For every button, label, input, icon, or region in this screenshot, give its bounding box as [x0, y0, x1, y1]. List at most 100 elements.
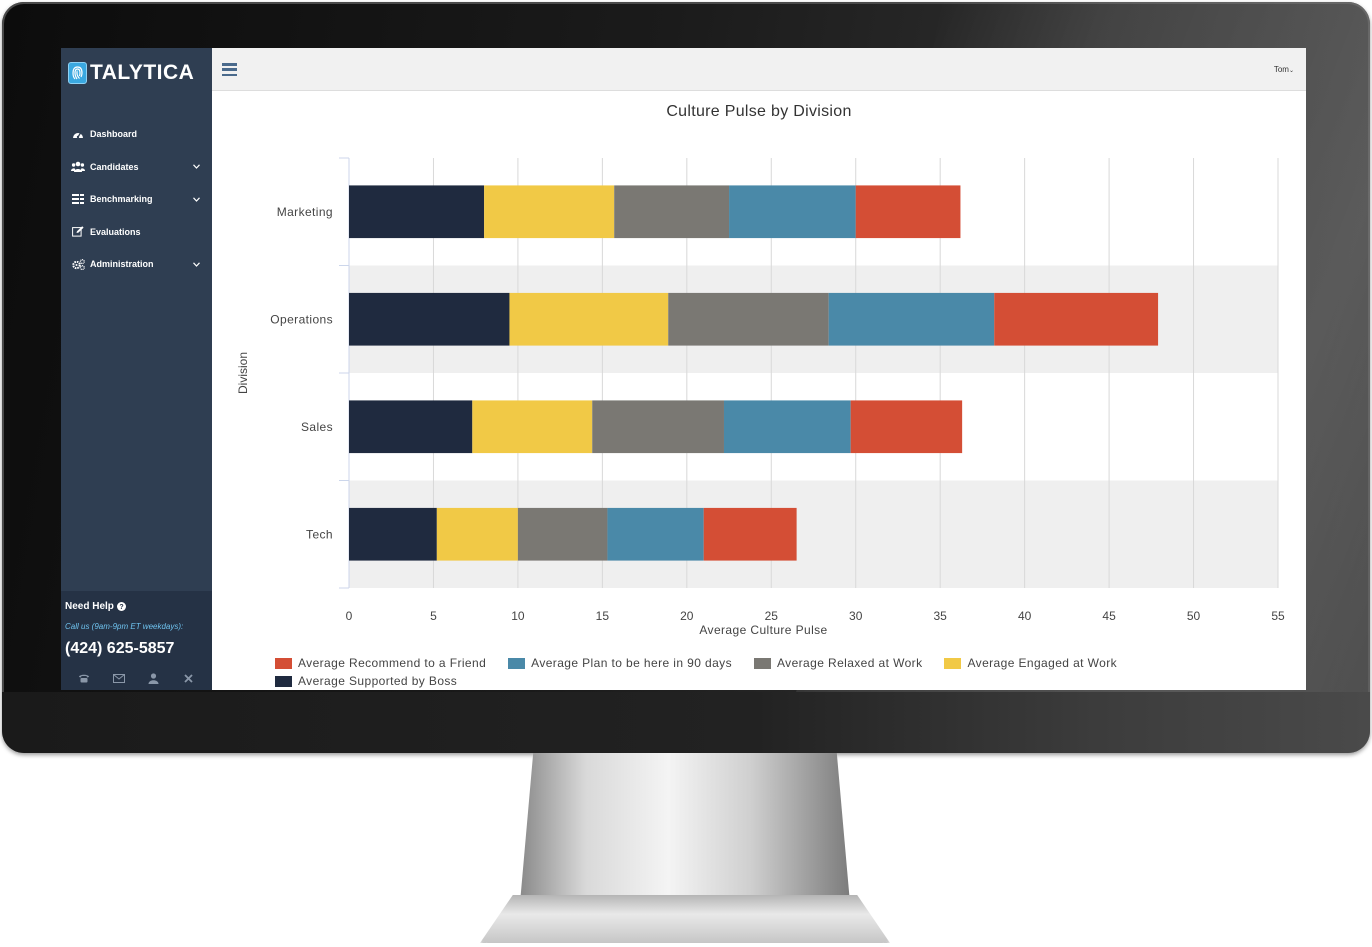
sidebar-nav: Dashboard Candidates Benchmarking: [61, 118, 212, 281]
monitor-stand-neck: [520, 753, 850, 903]
legend-row: Average Supported by Boss: [275, 672, 1295, 690]
help-hours: Call us (9am-9pm ET weekdays):: [65, 622, 184, 631]
help-contact-icons: [61, 671, 212, 685]
bar-segment: [614, 185, 730, 239]
question-circle-icon: ?: [116, 602, 126, 611]
chevron-down-icon: [192, 163, 200, 171]
bar-segment: [349, 292, 510, 346]
legend-item[interactable]: Average Relaxed at Work: [753, 656, 923, 670]
chevron-down-icon: ⌄: [1288, 68, 1294, 74]
legend-row: Average Recommend to a Friend Average Pla…: [275, 654, 1295, 672]
user-name: Tom: [1273, 65, 1289, 74]
x-tick-label: 40: [1018, 609, 1032, 623]
x-tick-label: 20: [680, 609, 694, 623]
help-title: Need Help ?: [65, 601, 126, 612]
brand-logo[interactable]: TALYTICA: [68, 60, 194, 86]
help-title-label: Need Help: [65, 601, 114, 612]
bar-segment: [855, 185, 961, 239]
hamburger-menu-icon[interactable]: [222, 63, 237, 76]
legend-item[interactable]: Average Plan to be here in 90 days: [508, 656, 732, 670]
bar-segment: [592, 400, 724, 454]
x-tick-label: 55: [1271, 609, 1285, 623]
x-tick-label: 15: [596, 609, 610, 623]
bar-segment: [517, 507, 608, 561]
fingerprint-icon: [68, 62, 87, 84]
sidebar-item-benchmarking[interactable]: Benchmarking: [61, 183, 212, 216]
chevron-down-icon: [192, 195, 200, 203]
bar-segment: [994, 292, 1159, 346]
sidebar-item-evaluations[interactable]: Evaluations: [61, 216, 212, 249]
x-tick-label: 0: [346, 609, 353, 623]
bar-segment: [723, 400, 851, 454]
legend-swatch: [753, 657, 771, 669]
close-icon[interactable]: [182, 671, 196, 685]
sidebar-item-administration[interactable]: Administration: [61, 248, 212, 281]
user-menu[interactable]: Tom⌄: [1274, 65, 1294, 74]
top-bar: Tom⌄: [212, 48, 1306, 91]
x-tick-label: 5: [430, 609, 437, 623]
svg-text:?: ?: [119, 604, 123, 611]
sidebar: TALYTICA Dashboard Candidates: [61, 48, 212, 690]
bezel-chin: [2, 692, 1370, 753]
x-tick-label: 30: [849, 609, 863, 623]
x-tick-label: 10: [511, 609, 525, 623]
bar-segment: [668, 292, 829, 346]
user-icon[interactable]: [147, 671, 161, 685]
help-box: Need Help ? Call us (9am-9pm ET weekdays…: [61, 591, 212, 690]
legend-swatch: [275, 657, 292, 669]
phone-icon[interactable]: [77, 671, 91, 685]
culture-pulse-chart: Marketing Operations Sales Tech 0 5 10 15 20 25 30…: [236, 157, 1285, 637]
sidebar-item-candidates[interactable]: Candidates: [61, 151, 212, 184]
sidebar-item-label: Candidates: [90, 161, 139, 172]
dashboard-icon: [71, 128, 85, 140]
y-tick-label: Sales: [301, 420, 333, 434]
bar-segment: [607, 507, 704, 561]
sidebar-item-label: Benchmarking: [90, 194, 153, 205]
y-tick-label: Tech: [306, 527, 333, 541]
mail-icon[interactable]: [112, 671, 126, 685]
sidebar-item-label: Evaluations: [90, 226, 141, 237]
x-tick-label: 35: [934, 609, 948, 623]
chevron-down-icon: [192, 260, 200, 268]
legend-swatch: [508, 657, 526, 669]
x-tick-label: 45: [1102, 609, 1116, 623]
screen: TALYTICA Dashboard Candidates: [61, 48, 1306, 690]
list-icon: [71, 193, 85, 205]
x-tick-label: 25: [765, 609, 779, 623]
legend-item[interactable]: Average Engaged at Work: [944, 656, 1117, 670]
x-tick-label: 50: [1187, 609, 1201, 623]
bar-segment: [509, 292, 669, 346]
legend-label: Average Recommend to a Friend: [298, 656, 487, 670]
brand-name: TALYTICA: [90, 61, 195, 84]
legend-label: Average Relaxed at Work: [776, 656, 923, 670]
legend-swatch: [275, 675, 292, 687]
help-phone-number[interactable]: (424) 625-5857: [65, 640, 175, 657]
chart-panel: Culture Pulse by Division Marketing Opera…: [212, 91, 1306, 690]
bar-segment: [850, 400, 963, 454]
bar-segment: [703, 507, 797, 561]
bar-segment: [349, 507, 437, 561]
bar-segment: [349, 400, 473, 454]
legend-swatch: [944, 657, 962, 669]
y-axis-title: Division: [236, 352, 250, 394]
legend-label: Average Plan to be here in 90 days: [531, 656, 732, 670]
x-axis-title: Average Culture Pulse: [699, 623, 827, 637]
legend-label: Average Engaged at Work: [967, 656, 1117, 670]
bar-segment: [729, 185, 856, 239]
chart-title: Culture Pulse by Division: [666, 103, 852, 120]
monitor-stand-foot: [480, 895, 890, 943]
bar-segment: [828, 292, 995, 346]
sidebar-item-label: Dashboard: [90, 129, 138, 140]
sidebar-item-dashboard[interactable]: Dashboard: [61, 118, 212, 151]
bar-segment: [349, 185, 485, 239]
y-tick-label: Operations: [270, 312, 333, 326]
legend-item[interactable]: Average Supported by Boss: [275, 674, 457, 688]
legend-label: Average Supported by Boss: [298, 674, 458, 688]
bar-segment: [436, 507, 518, 561]
sidebar-item-label: Administration: [90, 259, 154, 270]
chart-legend: Average Recommend to a Friend Average Pla…: [275, 654, 1295, 690]
bar-segment: [472, 400, 593, 454]
legend-item[interactable]: Average Recommend to a Friend: [275, 656, 486, 670]
bar-segment: [484, 185, 615, 239]
y-tick-label: Marketing: [277, 205, 333, 219]
